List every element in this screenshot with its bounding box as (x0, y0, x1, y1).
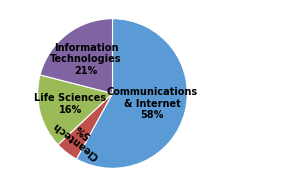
Wedge shape (58, 94, 112, 159)
Wedge shape (76, 19, 187, 168)
Text: Communications
& Internet
58%: Communications & Internet 58% (107, 87, 198, 120)
Wedge shape (38, 75, 112, 145)
Text: Information
Technologies
21%: Information Technologies 21% (50, 43, 122, 76)
Wedge shape (40, 19, 112, 94)
Text: Cleantech
5%: Cleantech 5% (51, 111, 108, 161)
Text: Life Sciences
16%: Life Sciences 16% (34, 94, 106, 115)
